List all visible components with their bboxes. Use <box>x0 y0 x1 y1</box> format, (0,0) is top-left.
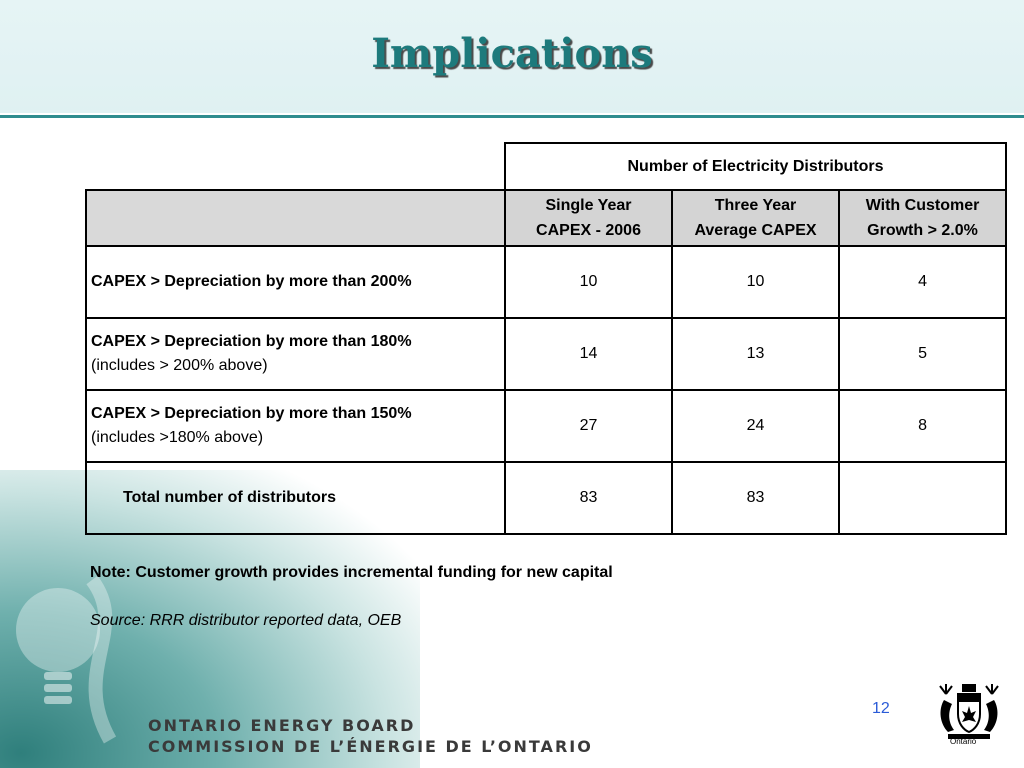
table-cell: 24 <box>671 389 840 463</box>
row-label: CAPEX > Depreciation by more than 180% (… <box>85 317 506 391</box>
lightbulb-graphic <box>16 575 117 744</box>
table-cell <box>837 461 1008 535</box>
row-label: CAPEX > Depreciation by more than 150% (… <box>85 389 506 463</box>
column-header-line: Three Year <box>714 197 797 214</box>
ontario-crest-icon <box>939 684 999 739</box>
slide-title: Implications <box>371 30 653 77</box>
column-header: Single Year CAPEX - 2006 <box>504 189 673 247</box>
header-divider <box>0 115 1024 118</box>
column-header-line: Average CAPEX <box>694 222 817 239</box>
total-label: Total number of distributors <box>85 461 506 535</box>
row-label-sub: (includes > 200% above) <box>91 357 268 374</box>
table-row: CAPEX > Depreciation by more than 150% (… <box>85 389 1008 463</box>
column-header-line: CAPEX - 2006 <box>536 222 641 239</box>
org-name-french: COMMISSION DE L’ÉNERGIE DE L’ONTARIO <box>148 737 593 756</box>
row-label-main: CAPEX > Depreciation by more than 150% <box>91 405 412 422</box>
table-cell: 13 <box>671 317 840 391</box>
column-header: Three Year Average CAPEX <box>671 189 840 247</box>
group-header-row: Number of Electricity Distributors <box>86 142 1008 191</box>
note-text: Note: Customer growth provides increment… <box>90 564 613 581</box>
row-label-main: CAPEX > Depreciation by more than 180% <box>91 333 412 350</box>
column-header-row: Single Year CAPEX - 2006 Three Year Aver… <box>85 189 1008 247</box>
row-label-main: CAPEX > Depreciation by more than 200% <box>91 273 412 290</box>
column-header-line: Single Year <box>545 197 632 214</box>
distributors-table: Number of Electricity Distributors Singl… <box>85 142 1008 535</box>
column-header-line: Growth > 2.0% <box>867 222 978 239</box>
org-name-english: ONTARIO ENERGY BOARD <box>148 716 416 735</box>
empty-corner <box>86 143 505 190</box>
header-band <box>0 0 1024 113</box>
table-cell: 4 <box>837 245 1008 319</box>
table-cell: 10 <box>504 245 673 319</box>
table-cell: 14 <box>504 317 673 391</box>
table-cell: 27 <box>504 389 673 463</box>
table-cell: 8 <box>837 389 1008 463</box>
crest-label: Ontario <box>950 737 977 746</box>
table-cell: 83 <box>671 461 840 535</box>
page-number: 12 <box>872 700 890 717</box>
column-header: With Customer Growth > 2.0% <box>837 189 1008 247</box>
row-label: CAPEX > Depreciation by more than 200% <box>85 245 506 319</box>
table-row: CAPEX > Depreciation by more than 180% (… <box>85 317 1008 391</box>
column-header-line: With Customer <box>865 197 980 214</box>
row-label-header <box>85 189 506 247</box>
table-cell: 83 <box>504 461 673 535</box>
table-cell: 10 <box>671 245 840 319</box>
group-header: Number of Electricity Distributors <box>503 142 1008 191</box>
source-text: Source: RRR distributor reported data, O… <box>90 612 402 629</box>
row-label-sub: (includes >180% above) <box>91 429 264 446</box>
total-row: Total number of distributors 83 83 <box>85 461 1008 535</box>
table-cell: 5 <box>837 317 1008 391</box>
table-row: CAPEX > Depreciation by more than 200% 1… <box>85 245 1008 319</box>
